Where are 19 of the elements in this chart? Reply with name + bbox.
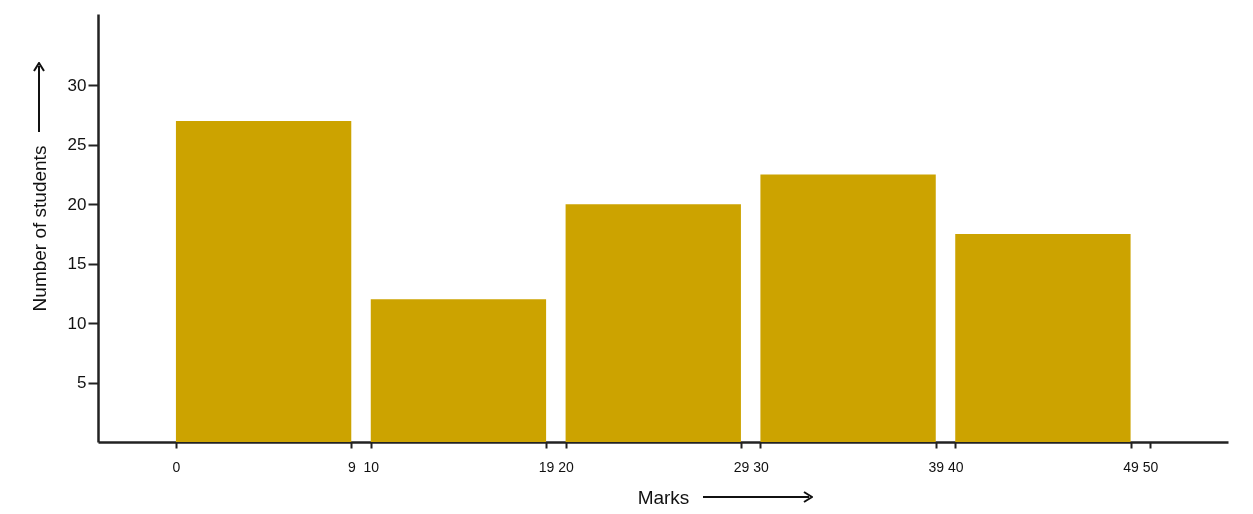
x-tick-label: 0 xyxy=(172,458,181,475)
y-tick-label: 20 xyxy=(67,194,87,214)
y-tick-label: 10 xyxy=(67,313,87,333)
x-tick-label: 9 xyxy=(347,458,356,475)
x-tick-label: 39 xyxy=(928,458,945,475)
x-tick-label: 10 xyxy=(363,458,380,475)
x-tick-label: 30 xyxy=(753,458,769,475)
x-tick-label: 50 xyxy=(1142,458,1159,475)
y-tick-label: 15 xyxy=(67,254,87,274)
x-tick-label: 49 xyxy=(1123,458,1140,475)
x-tick-label: 40 xyxy=(947,458,964,475)
y-tick-label: 25 xyxy=(67,135,87,155)
y-tick-label: 5 xyxy=(77,373,87,393)
x-tick-label: 20 xyxy=(558,458,575,475)
x-axis-title: Marks xyxy=(637,486,690,508)
x-tick-label: 19 xyxy=(538,458,555,475)
y-axis-title: Number of students xyxy=(28,145,50,312)
x-tick-label: 29 xyxy=(733,458,750,475)
y-tick-label: 30 xyxy=(67,75,87,95)
